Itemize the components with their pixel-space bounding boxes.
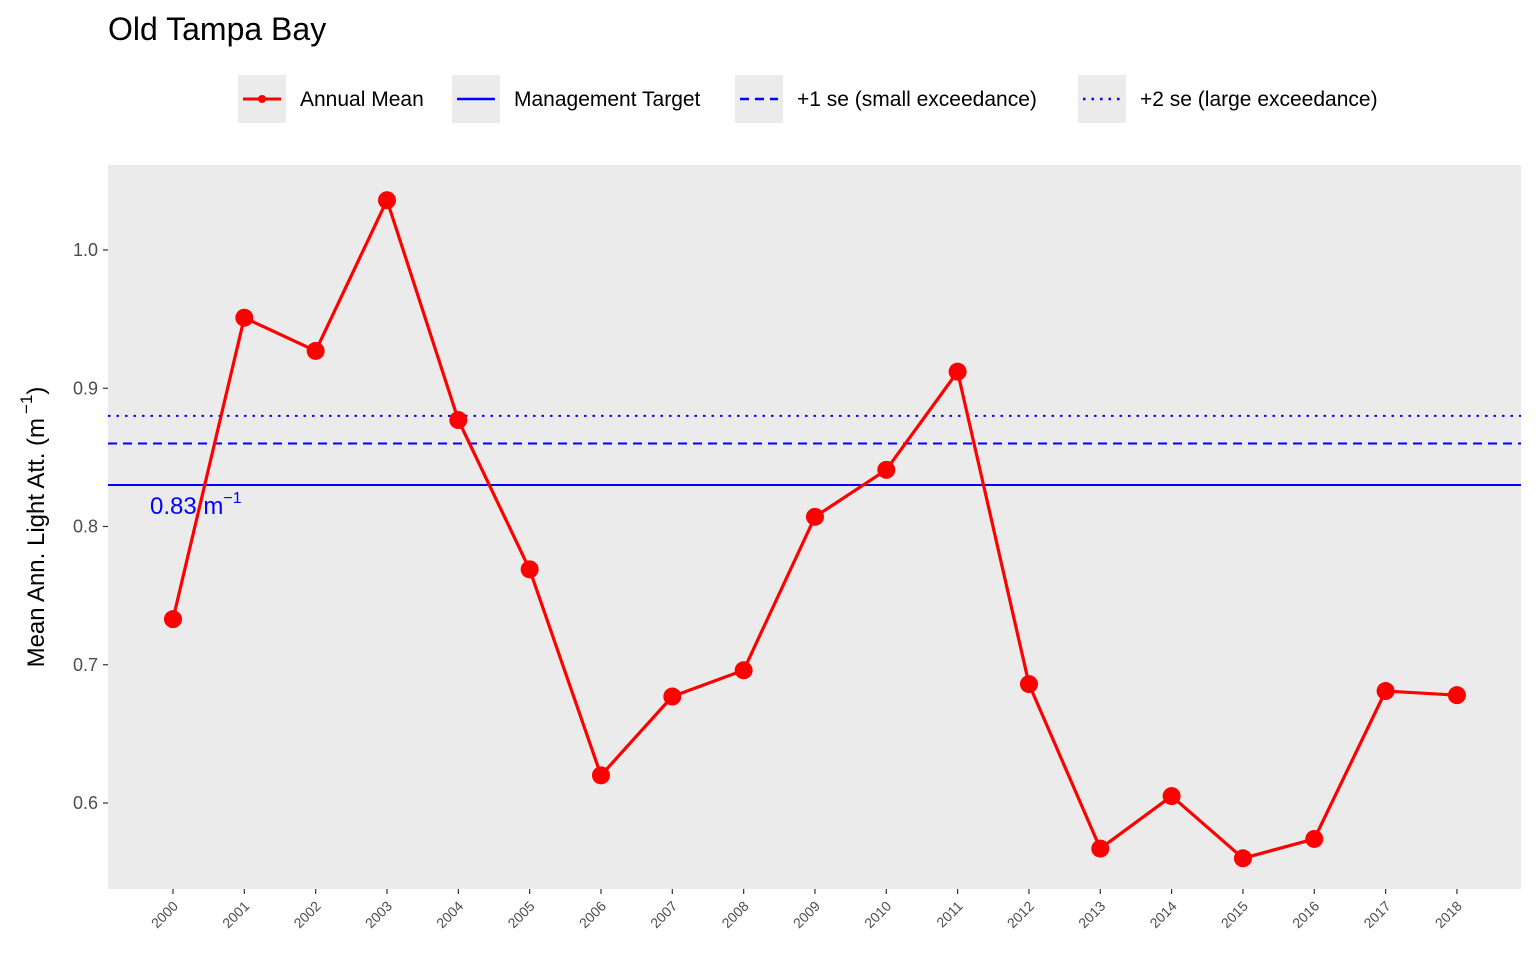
y-tick-label-0.7: 0.7: [73, 655, 98, 675]
data-point-2003: [377, 191, 396, 210]
x-tick-label-2015: 2015: [1218, 898, 1251, 931]
legend-item-management-target: Management Target: [452, 75, 701, 123]
legend: Annual Mean Management Target +1 se (sma…: [238, 75, 1378, 123]
x-tick-label-2001: 2001: [219, 898, 252, 931]
legend-label-annual-mean: Annual Mean: [300, 88, 424, 111]
data-point-2011: [948, 362, 967, 381]
y-tick-label-1.0: 1.0: [73, 240, 98, 260]
data-point-2018: [1447, 686, 1466, 705]
x-tick-label-2000: 2000: [148, 898, 181, 931]
data-point-2006: [591, 766, 610, 785]
y-axis-title-text: Mean Ann. Light Att. (m: [23, 418, 50, 667]
legend-label-plus-2-se: +2 se (large exceedance): [1140, 88, 1378, 111]
x-tick-label-2014: 2014: [1146, 898, 1179, 931]
x-tick-label-2005: 2005: [504, 898, 537, 931]
x-tick-label-2018: 2018: [1432, 898, 1465, 931]
y-tick-label-0.9: 0.9: [73, 378, 98, 398]
legend-key-annual-mean-point: [258, 95, 266, 103]
legend-label-management-target: Management Target: [514, 88, 701, 111]
chart-title: Old Tampa Bay: [108, 11, 326, 47]
y-tick-label-0.6: 0.6: [73, 793, 98, 813]
x-tick-label-2010: 2010: [861, 898, 894, 931]
y-axis-title-superscript: −1: [17, 395, 36, 414]
data-point-2001: [235, 308, 254, 327]
target-annotation-value: 0.83 m: [150, 493, 223, 520]
data-point-2013: [1091, 839, 1110, 858]
series-annual-mean: [164, 191, 1466, 868]
data-point-2016: [1305, 829, 1324, 848]
x-tick-label-2013: 2013: [1075, 898, 1108, 931]
y-axis-title: Mean Ann. Light Att. (m −1): [17, 387, 50, 668]
data-point-2017: [1376, 682, 1395, 701]
data-point-2015: [1233, 849, 1252, 868]
y-tick-label-0.8: 0.8: [73, 517, 98, 537]
x-tick-label-2002: 2002: [290, 898, 323, 931]
legend-label-plus-1-se: +1 se (small exceedance): [797, 88, 1037, 111]
data-point-2002: [306, 341, 325, 360]
data-point-2010: [877, 460, 896, 479]
legend-item-plus-1-se: +1 se (small exceedance): [735, 75, 1037, 123]
x-tick-label-2009: 2009: [790, 898, 823, 931]
x-tick-label-2016: 2016: [1289, 898, 1322, 931]
target-annotation-superscript: −1: [223, 490, 241, 507]
data-point-2014: [1162, 787, 1181, 806]
data-point-2009: [805, 507, 824, 526]
data-point-2008: [734, 661, 753, 680]
reference-lines: [108, 414, 1521, 487]
y-axis: 0.6 0.7 0.8 0.9 1.0: [73, 240, 108, 813]
x-tick-label-2006: 2006: [576, 898, 609, 931]
x-tick-label-2003: 2003: [362, 898, 395, 931]
x-tick-label-2012: 2012: [1004, 898, 1037, 931]
x-tick-label-2008: 2008: [718, 898, 751, 931]
data-point-2004: [449, 411, 468, 430]
x-tick-label-2011: 2011: [933, 898, 966, 931]
plot-panel: [108, 165, 1521, 889]
x-tick-label-2017: 2017: [1360, 898, 1393, 931]
y-axis-title-close: ): [23, 387, 50, 395]
data-point-2007: [663, 687, 682, 706]
x-axis: 2000 2001 2002 2003 2004 2005 2006 2007 2008 2009…: [148, 889, 1465, 931]
target-annotation: 0.83 m−1: [150, 490, 242, 520]
x-tick-label-2007: 2007: [647, 898, 680, 931]
x-tick-label-2004: 2004: [433, 898, 466, 931]
data-point-2000: [164, 610, 182, 629]
data-point-2005: [520, 560, 539, 579]
data-point-2012: [1019, 675, 1038, 694]
legend-item-annual-mean: Annual Mean: [238, 75, 424, 123]
legend-item-plus-2-se: +2 se (large exceedance): [1078, 75, 1378, 123]
